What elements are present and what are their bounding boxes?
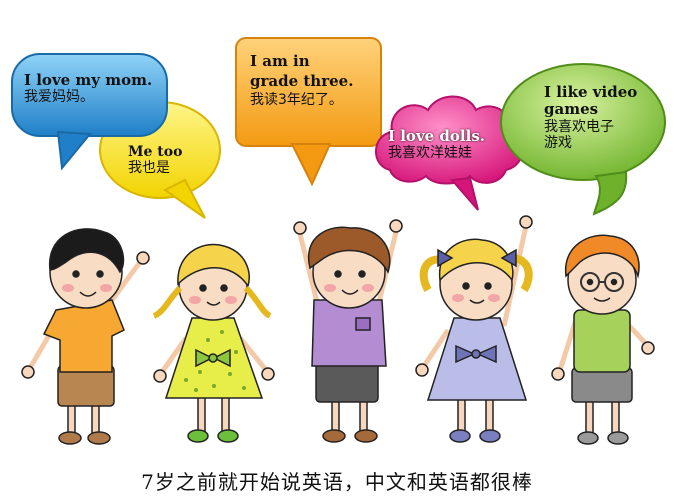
games-english-line2: games bbox=[544, 100, 599, 119]
games-chinese-line2: 游戏 bbox=[544, 134, 572, 151]
dolls-english: I love dolls. bbox=[388, 127, 485, 145]
bubble-games-text: I like video games 我喜欢电子 游戏 bbox=[544, 83, 656, 151]
mom-chinese: 我爱妈妈。 bbox=[24, 89, 94, 106]
caption: 7岁之前就开始说英语，中文和英语都很棒 bbox=[141, 470, 533, 494]
bubble-metoo-text: Me too 我也是 bbox=[128, 144, 208, 176]
grade-english-line2: grade three. bbox=[250, 71, 354, 90]
bubble-mom-text: I love my mom. 我爱妈妈。 bbox=[24, 71, 164, 106]
bubble-love-mom bbox=[11, 53, 168, 171]
child-boy-purple-shirt bbox=[293, 219, 403, 443]
games-english-line1: I like video bbox=[544, 83, 638, 101]
child-girl-blue-dress bbox=[415, 215, 533, 443]
games-chinese-line1: 我喜欢电子 bbox=[544, 118, 614, 135]
child-boy-orange-shirt bbox=[21, 228, 150, 445]
bubble-dolls-text: I love dolls. 我喜欢洋娃娃 bbox=[388, 127, 508, 162]
grade-chinese: 我读3年纪了。 bbox=[250, 92, 343, 108]
bubble-grade-text: I am in grade three. 我读3年纪了。 bbox=[250, 52, 378, 109]
child-girl-yellow-dress bbox=[152, 243, 275, 443]
metoo-chinese: 我也是 bbox=[128, 160, 170, 177]
mom-english: I love my mom. bbox=[24, 71, 153, 89]
dolls-chinese: 我喜欢洋娃娃 bbox=[388, 145, 472, 162]
child-boy-green-shirt-glasses bbox=[551, 234, 655, 445]
grade-english-line1: I am in bbox=[250, 52, 310, 70]
bubble-video-games bbox=[500, 63, 666, 216]
bubble-grade-three bbox=[235, 37, 382, 187]
metoo-english: Me too bbox=[128, 144, 183, 160]
